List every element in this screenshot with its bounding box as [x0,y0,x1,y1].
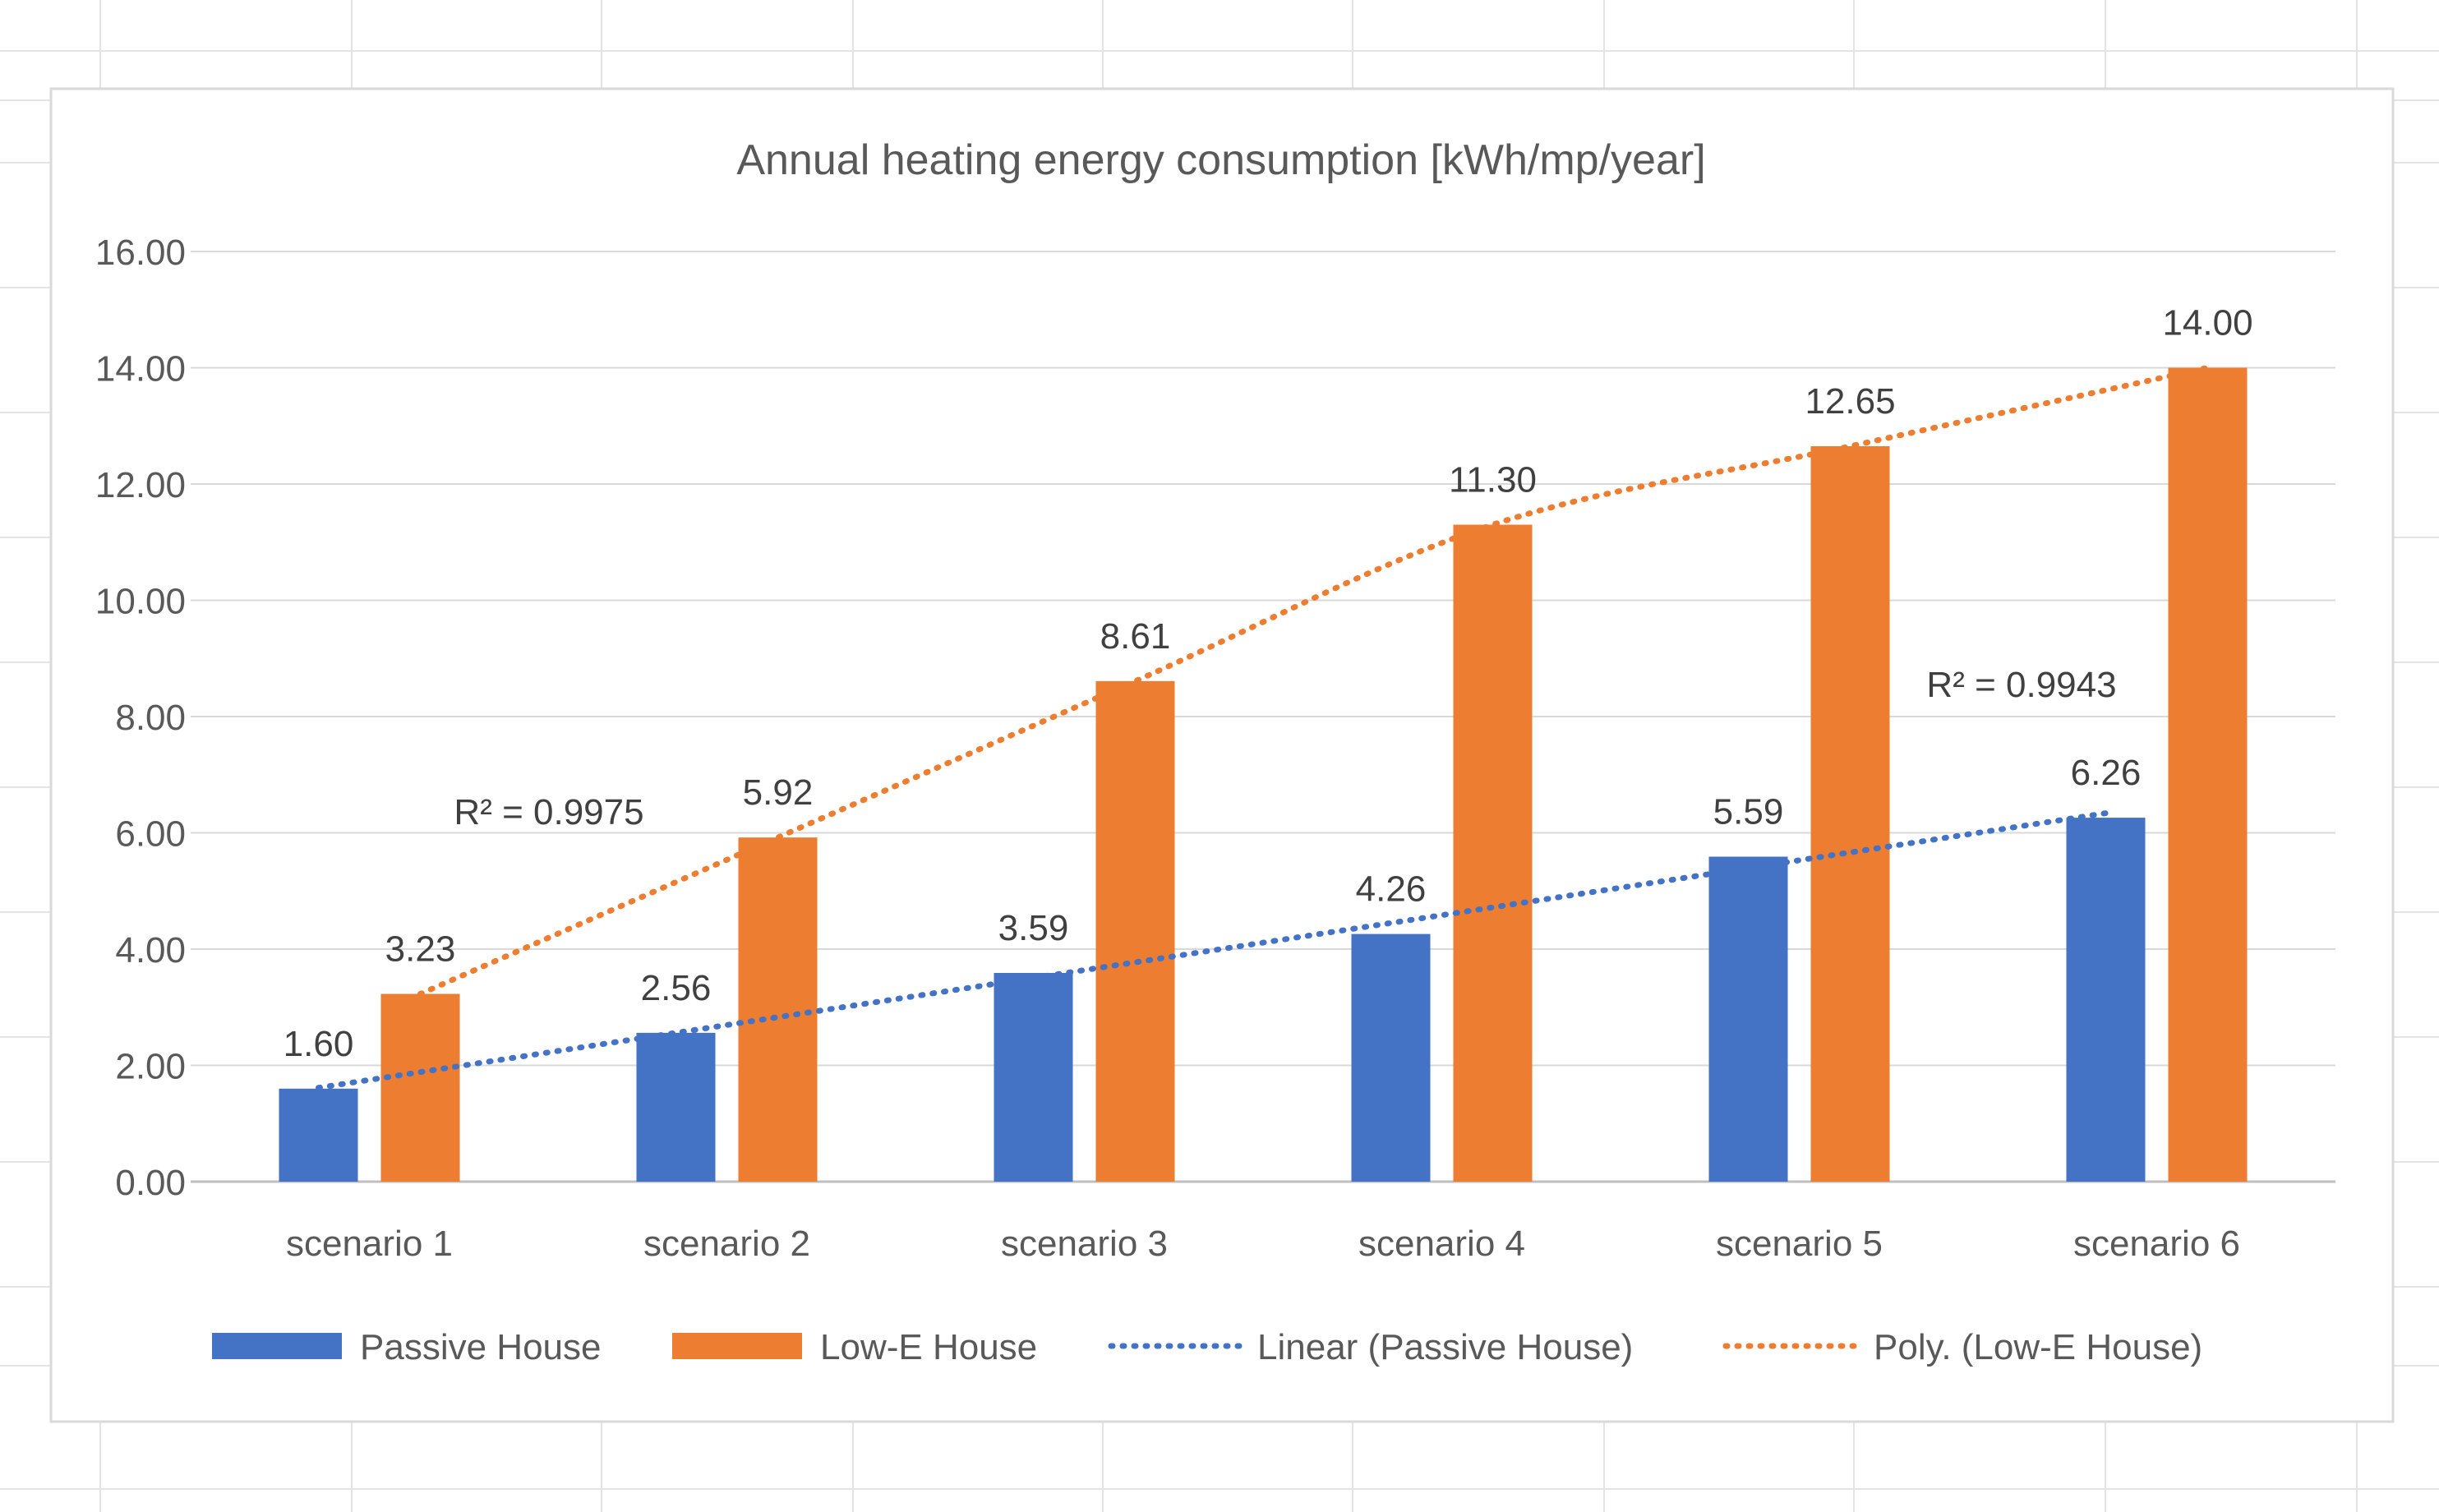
y-tick-label: 12.00 [95,465,186,505]
r2-label-linear: R² = 0.9943 [1926,665,2116,705]
bar-passive-house [279,1088,358,1182]
legend-label-passive-house: Passive House [360,1327,601,1367]
legend-label-linear-passive-house: Linear (Passive House) [1257,1327,1633,1367]
chart-area[interactable] [49,87,2395,1423]
trendline-poly-low-e-house [417,365,2211,997]
trendlines [316,365,2211,1091]
y-axis-tick-labels: 0.00 2.00 4.00 6.00 8.00 10.00 12.00 14.00 16.00 [95,233,186,1203]
bar-low-e-house [1095,680,1175,1182]
data-label: 11.30 [1449,460,1537,500]
x-axis-tick-labels: scenario 1 scenario 2 scenario 3 scenario 4… [286,1224,2240,1264]
data-label: 3.23 [385,929,456,969]
bar-low-e-house [738,837,818,1182]
data-label: 6.26 [2071,753,2142,793]
bar-low-e-house [2168,367,2248,1182]
data-label: 5.92 [743,772,814,813]
y-tick-label: 6.00 [115,814,186,855]
r-squared-labels: R² = 0.9975 R² = 0.9943 [454,665,2116,832]
y-tick-label: 10.00 [95,582,186,622]
bar-passive-house [1708,856,1788,1182]
x-tick-label: scenario 3 [1001,1224,1168,1264]
data-label: 5.59 [1713,792,1784,832]
data-labels: 1.60 2.56 3.59 4.26 5.59 6.26 3.23 5.92 8.61 11.3… [284,303,2253,1064]
gridlines [191,251,2335,1183]
r2-label-poly: R² = 0.9975 [454,792,643,832]
x-tick-label: scenario 4 [1358,1224,1525,1264]
data-label: 1.60 [284,1024,354,1064]
data-label: 14.00 [2162,303,2252,343]
plot-bars [279,367,2248,1182]
trendline-linear-passive-house [316,810,2109,1091]
y-tick-label: 16.00 [95,233,186,273]
data-label: 12.65 [1805,381,1895,422]
data-label: 3.59 [998,908,1069,948]
legend-swatch-passive-house [212,1333,342,1359]
bar-low-e-house [1810,446,1890,1182]
x-tick-label: scenario 6 [2073,1224,2240,1264]
bar-passive-house [994,973,1073,1182]
legend-label-low-e-house: Low-E House [820,1327,1037,1367]
legend-label-poly-low-e-house: Poly. (Low-E House) [1874,1327,2202,1367]
data-label: 8.61 [1100,616,1171,657]
y-tick-label: 8.00 [115,698,186,738]
data-label: 2.56 [641,968,712,1008]
x-tick-label: scenario 2 [643,1224,810,1264]
legend-swatch-low-e-house [672,1333,802,1359]
y-tick-label: 2.00 [115,1047,186,1087]
y-tick-label: 0.00 [115,1163,186,1203]
data-label: 4.26 [1356,869,1427,910]
bar-passive-house [1351,933,1431,1182]
legend[interactable]: Passive House Low-E House Linear (Passive … [212,1327,2202,1367]
chart-title: Annual heating energy consumption [kWh/m… [736,136,1705,184]
bar-low-e-house [380,993,460,1182]
x-tick-label: scenario 1 [286,1224,453,1264]
bar-low-e-house [1453,524,1533,1182]
x-tick-label: scenario 5 [1716,1224,1883,1264]
y-tick-label: 14.00 [95,349,186,390]
y-tick-label: 4.00 [115,930,186,970]
bar-passive-house [2066,818,2146,1182]
bar-passive-house [636,1032,716,1182]
